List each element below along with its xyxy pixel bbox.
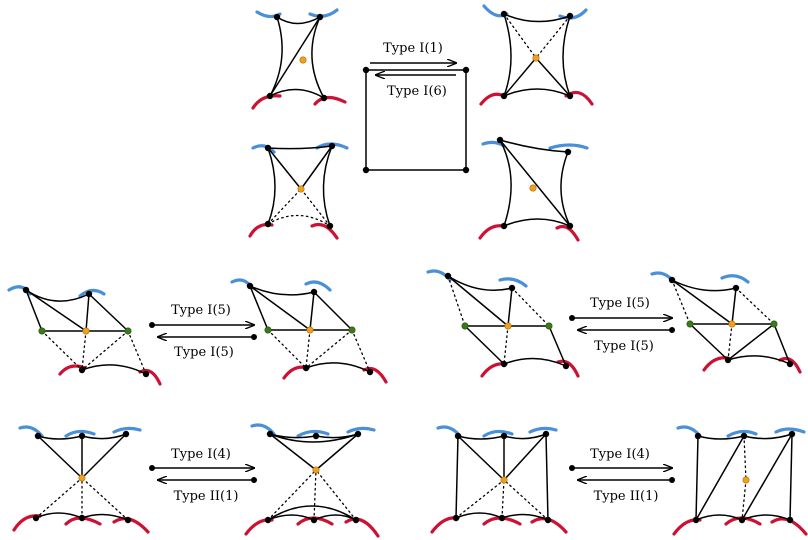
- diagram-row3-right-a: [426, 269, 580, 378]
- label-row4-left-lower: Type II(1): [174, 489, 239, 504]
- arrow-pair-row3-left: Type I(5) Type I(5): [149, 303, 257, 360]
- label-top-upper: Type I(1): [383, 41, 443, 56]
- label-top-lower: Type I(6): [387, 84, 447, 99]
- diagram-row2-right: [478, 136, 589, 242]
- diagram-row4-left-a: [12, 425, 150, 534]
- diagram-row3-right-b: [650, 271, 802, 374]
- diagram-top-right: [479, 4, 594, 106]
- diagram-row4-right-a: [430, 425, 568, 534]
- diagram-row3-left-b: [230, 278, 388, 384]
- arrow-pair-row4-right: Type I(4) Type II(1): [569, 447, 675, 504]
- label-row3-left-upper: Type I(5): [171, 303, 231, 318]
- diagram-row3-left-a: [7, 285, 162, 386]
- diagram-row4-right-b: [672, 425, 808, 536]
- arrow-pair-row3-right: Type I(5) Type I(5): [569, 296, 675, 354]
- arrow-pair-row4-left: Type I(4) Type II(1): [149, 447, 257, 504]
- arrow-pair-top: Type I(1) Type I(6): [370, 41, 456, 99]
- diagram-top-left: [251, 8, 347, 110]
- label-row4-left-upper: Type I(4): [171, 447, 231, 462]
- label-row3-right-lower: Type I(5): [594, 339, 654, 354]
- label-row3-right-upper: Type I(5): [590, 296, 650, 311]
- diagram-row4-left-b: [244, 423, 380, 538]
- label-row3-left-lower: Type I(5): [174, 345, 234, 360]
- center-square: [362, 66, 470, 174]
- label-row4-right-upper: Type I(4): [590, 447, 650, 462]
- label-row4-right-lower: Type II(1): [594, 489, 659, 504]
- diagram-row2-left: [248, 142, 349, 240]
